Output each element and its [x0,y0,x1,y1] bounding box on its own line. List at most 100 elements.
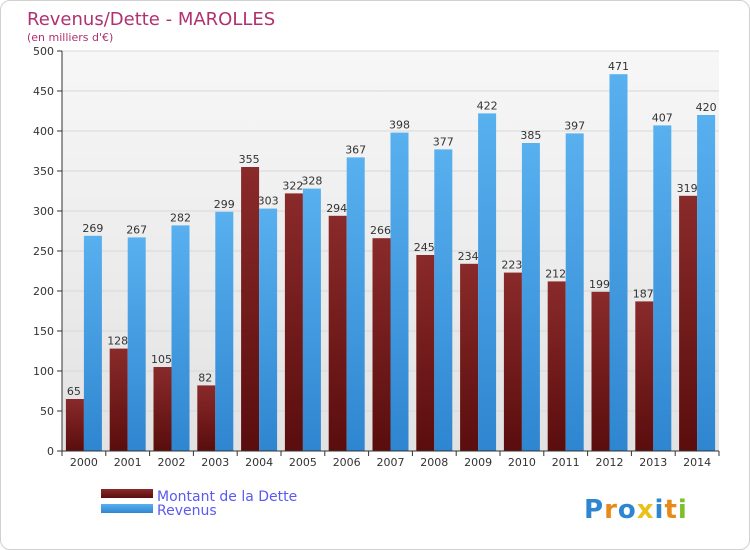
bar-revenus [565,133,584,451]
bar-revenus [83,235,102,451]
bar-revenus [171,225,190,451]
x-tick-label: 2007 [377,456,405,469]
bar-dette [109,348,128,451]
data-label: 294 [326,202,347,215]
x-tick-label: 2003 [201,456,229,469]
x-tick-label: 2012 [596,456,624,469]
bar-revenus [478,113,497,452]
data-label: 245 [414,241,435,254]
data-label: 355 [239,153,260,166]
data-label: 328 [301,175,322,188]
data-label: 199 [589,278,610,291]
x-tick-label: 2013 [639,456,667,469]
bars [65,74,716,452]
legend-label-revenus: Revenus [157,503,217,519]
chart-title: Revenus/Dette - MAROLLES [27,9,275,30]
logo-letter: x [637,495,655,525]
data-label: 128 [107,335,128,348]
data-label: 303 [258,195,279,208]
bar-dette [679,195,698,451]
proxiti-logo: Proxiti [584,495,688,525]
bar-dette [503,272,522,451]
y-tick-label: 100 [33,365,54,378]
bar-dette [241,167,260,451]
bar-revenus [434,149,453,451]
bar-revenus [609,74,628,451]
y-tick-label: 400 [33,125,54,138]
logo-letter: P [584,495,604,525]
chart-subtitle: (en milliers d'€) [27,31,113,44]
legend-swatch-revenus [101,504,153,513]
data-label: 322 [282,179,303,192]
data-label: 471 [608,60,629,73]
y-tick-label: 0 [47,445,54,458]
legend-swatch-debt [101,489,153,498]
x-tick-label: 2001 [114,456,142,469]
bar-revenus [127,237,146,451]
bar-dette [372,238,391,451]
bar-revenus [390,132,409,451]
bar-revenus [653,125,672,452]
y-tick-label: 200 [33,285,54,298]
y-tick-label: 350 [33,165,54,178]
bar-dette [416,255,435,451]
x-tick-label: 2008 [420,456,448,469]
x-tick-label: 2002 [158,456,186,469]
logo-letter: o [618,495,637,525]
x-tick-label: 2006 [333,456,361,469]
bar-dette [328,215,347,451]
bar-revenus [697,115,716,451]
data-label: 266 [370,224,391,237]
data-label: 223 [501,259,522,272]
data-label: 282 [170,211,191,224]
data-label: 299 [214,198,235,211]
y-tick-label: 500 [33,45,54,58]
data-label: 187 [633,287,654,300]
x-tick-label: 2004 [245,456,273,469]
bar-revenus [215,211,234,451]
data-label: 422 [477,99,498,112]
data-label: 269 [82,222,103,235]
bar-dette [460,263,479,451]
data-label: 385 [520,129,541,142]
bar-revenus [346,157,365,451]
data-label: 397 [564,119,585,132]
y-tick-label: 450 [33,85,54,98]
bar-dette [284,193,303,451]
x-tick-label: 2014 [683,456,711,469]
bar-dette [547,281,566,451]
logo-letter: i [655,495,665,525]
x-tick-label: 2011 [552,456,580,469]
data-label: 234 [458,250,479,263]
axes: 0 50 100 150 200 250 300 350 400 450 500 2000 2001 20… [33,45,720,469]
data-label: 267 [126,223,147,236]
legend-label-debt: Montant de la Dette [157,489,297,505]
x-tick-label: 2010 [508,456,536,469]
logo-letter: r [604,495,618,525]
bar-dette [197,385,216,451]
data-label: 407 [652,111,673,124]
x-tick-label: 2005 [289,456,317,469]
bar-dette [153,367,172,451]
data-label: 212 [545,267,566,280]
data-label: 398 [389,119,410,132]
bar-revenus [259,208,278,451]
x-tick-label: 2000 [70,456,98,469]
data-label: 319 [677,182,698,195]
bar-dette [65,399,84,451]
data-label: 82 [198,371,212,384]
bar-dette [591,291,610,451]
bar-dette [635,301,654,451]
logo-letter: t [664,495,677,525]
legend: Montant de la Dette Revenus [101,489,297,519]
x-tick-label: 2009 [464,456,492,469]
bar-revenus [302,188,321,451]
y-tick-label: 250 [33,245,54,258]
data-label: 367 [345,143,366,156]
y-tick-label: 300 [33,205,54,218]
logo-letter: i [678,495,688,525]
data-label: 420 [696,101,717,114]
y-tick-label: 50 [40,405,54,418]
